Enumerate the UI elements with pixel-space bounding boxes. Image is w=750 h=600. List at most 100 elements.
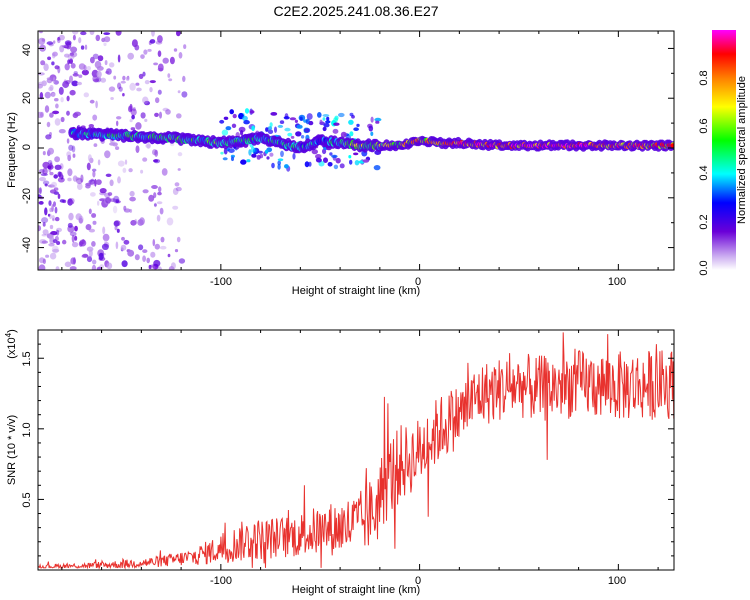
spectrogram-cell: [39, 177, 46, 182]
top-y-tick-label: 40: [21, 44, 33, 56]
top-y-tick-label: -40: [21, 237, 33, 253]
spectrogram-cell: [61, 239, 67, 245]
spectrogram-cell: [306, 113, 313, 120]
spectrogram-cell: [53, 174, 58, 179]
spectrogram-cell: [323, 123, 330, 128]
colorbar-gradient: [712, 30, 736, 270]
spectrogram-cell: [108, 86, 116, 92]
spectrogram-cell: [91, 264, 97, 270]
bottom-y-tick-label: 1.0: [21, 422, 33, 437]
spectrogram-cell: [70, 63, 76, 69]
snr-panel: -100 0 100 0.5 1.0 1.5 (x104) Height of …: [4, 329, 675, 596]
spectrogram-cell: [138, 244, 144, 251]
spectrogram-cell: [160, 236, 165, 243]
spectrogram-cell: [333, 164, 339, 170]
spectrogram-cell: [123, 239, 130, 245]
spectrogram-cell: [155, 97, 160, 104]
spectrogram-cell: [84, 44, 88, 50]
spectrogram-cell: [80, 31, 87, 36]
spectrogram-cell: [42, 222, 46, 227]
spectrogram-cell: [83, 92, 90, 98]
spectrogram-cell: [143, 49, 148, 55]
spectrogram-cell: [92, 259, 97, 265]
spectrogram-cell: [45, 134, 52, 140]
spectrogram-cell: [134, 44, 140, 51]
spectrogram-cell: [167, 73, 171, 78]
spectrogram-cell: [348, 119, 354, 125]
spectrogram-cell: [322, 114, 330, 117]
spectrogram-cell: [335, 157, 341, 164]
spectrogram-cell: [135, 82, 140, 86]
spectrogram-cell: [40, 60, 46, 66]
spectrogram-cell: [299, 116, 303, 121]
spectrogram-cell: [112, 205, 118, 214]
spectrogram-cell: [130, 220, 138, 226]
spectrogram-cell: [129, 82, 136, 91]
colorbar-tick-label: 0.8: [698, 70, 710, 85]
spectrogram-cell: [52, 239, 58, 244]
spectrogram-cell: [41, 233, 47, 237]
spectrogram-cell: [72, 73, 79, 77]
spectrogram-cell: [49, 84, 54, 91]
spectrogram-cell: [267, 129, 274, 134]
spectrogram-cell: [142, 255, 147, 262]
spectrogram-cell: [121, 260, 128, 268]
spectrogram-cell: [356, 123, 360, 127]
spectrogram-cell: [251, 153, 257, 158]
colorbar-tick-label: 0.4: [698, 165, 710, 180]
spectrogram-cell: [67, 168, 73, 177]
bottom-y-tick-label: 1.5: [21, 351, 33, 366]
spectrogram-cell: [67, 177, 72, 182]
spectrogram-cell: [54, 98, 59, 102]
spectrogram-cell: [127, 52, 134, 60]
spectrogram-cell: [67, 154, 72, 162]
spectrogram-cell: [147, 48, 152, 52]
snr-scale-label: (x104): [4, 329, 18, 359]
spectrogram-cell: [125, 76, 130, 81]
spectrogram-cell: [51, 245, 59, 254]
spectrogram-cell: [44, 183, 48, 187]
spectrogram-cell: [153, 159, 161, 164]
colorbar-tick-label: 0.2: [698, 214, 710, 229]
spectrogram-cell: [159, 111, 162, 119]
spectrogram-cell: [157, 35, 163, 43]
spectrogram-cell: [92, 220, 97, 225]
spectrogram-panel: -100 0 100 -40 -20 0 20 40 Height of str…: [6, 30, 675, 297]
spectrogram-cell: [67, 54, 75, 60]
spectrogram-cell: [223, 147, 228, 155]
spectrogram-cell: [128, 105, 133, 113]
spectrogram-cell: [315, 154, 322, 159]
spectrogram-cell: [56, 229, 60, 236]
spectrogram-cell: [121, 236, 125, 241]
spectrogram-cell: [78, 37, 82, 44]
spectrogram-cell: [325, 120, 331, 124]
spectrogram-cell: [142, 189, 149, 194]
colorbar-tick-label: 0.6: [698, 118, 710, 133]
spectrogram-cell: [182, 75, 186, 82]
spectrogram-cell: [348, 155, 352, 159]
spectrogram-cell: [39, 257, 45, 264]
spectrogram-cell: [229, 109, 234, 115]
spectrogram-cell: [373, 165, 381, 171]
spectrogram-cell: [174, 249, 179, 253]
spectrogram-cell: [53, 201, 56, 207]
spectrogram-cell: [333, 117, 338, 123]
spectrogram-cell: [47, 160, 53, 165]
spectrogram-cell: [86, 162, 91, 171]
spectrogram-cell: [266, 156, 270, 160]
spectrogram-cell: [92, 78, 100, 82]
spectrogram-cell: [140, 112, 146, 119]
spectrogram-cell: [124, 159, 128, 165]
spectrogram-cell: [129, 196, 136, 202]
spectrogram-cell: [70, 257, 76, 265]
spectrogram-cell: [49, 234, 54, 242]
spectrogram-cell: [265, 127, 269, 132]
spectrogram-cell: [274, 126, 277, 133]
spectrogram-cell: [221, 129, 229, 136]
spectrogram-cell: [44, 105, 50, 113]
spectrogram-cell: [176, 113, 182, 119]
spectrogram-cell: [47, 147, 54, 155]
spectrogram-cell: [135, 145, 140, 153]
bottom-x-axis-label: Height of straight line (km): [292, 584, 420, 596]
spectrogram-cell: [142, 249, 148, 254]
